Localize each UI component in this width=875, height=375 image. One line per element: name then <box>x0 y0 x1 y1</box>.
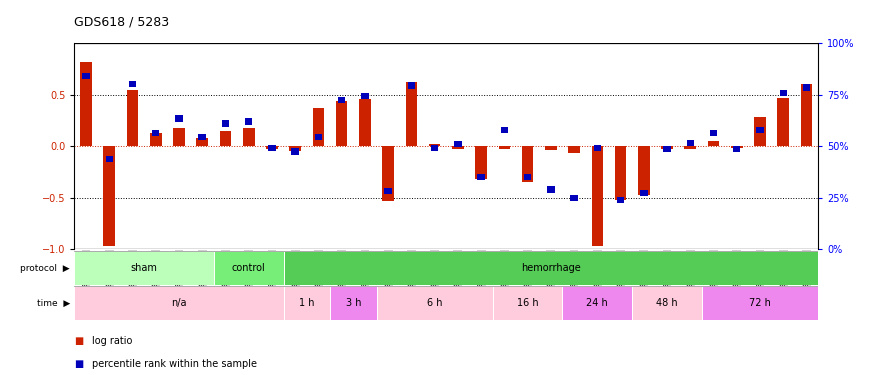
Bar <box>756 127 764 133</box>
Bar <box>452 146 464 149</box>
Bar <box>524 174 531 180</box>
Bar <box>266 146 277 149</box>
Text: GDS618 / 5283: GDS618 / 5283 <box>74 15 170 28</box>
Bar <box>80 62 92 146</box>
Bar <box>430 145 438 152</box>
Text: percentile rank within the sample: percentile rank within the sample <box>92 358 257 369</box>
Bar <box>74 286 284 320</box>
Bar <box>687 140 694 146</box>
Bar <box>74 251 213 285</box>
Bar <box>522 146 534 182</box>
Bar <box>406 82 417 146</box>
Bar <box>82 73 90 79</box>
Bar <box>152 130 159 136</box>
Text: control: control <box>232 263 266 273</box>
Text: 24 h: 24 h <box>586 298 608 308</box>
Bar <box>454 141 462 147</box>
Bar <box>547 186 555 193</box>
Bar <box>663 146 671 152</box>
Bar <box>330 286 376 320</box>
Bar <box>429 144 440 146</box>
Text: 6 h: 6 h <box>427 298 443 308</box>
Bar <box>778 98 789 146</box>
Bar <box>220 131 231 146</box>
Bar <box>638 146 649 195</box>
Text: time  ▶: time ▶ <box>37 298 70 307</box>
Bar <box>617 197 624 203</box>
Text: 16 h: 16 h <box>517 298 538 308</box>
Text: 1 h: 1 h <box>299 298 314 308</box>
Bar <box>129 81 136 87</box>
Bar <box>801 84 812 146</box>
Bar <box>408 82 415 88</box>
Bar <box>199 134 206 140</box>
Bar <box>245 118 252 124</box>
Bar <box>290 146 301 152</box>
Bar <box>570 195 578 201</box>
Text: 72 h: 72 h <box>749 298 771 308</box>
Bar <box>221 120 229 127</box>
Bar <box>499 146 510 149</box>
Text: ■: ■ <box>74 358 84 369</box>
Bar <box>493 286 563 320</box>
Bar <box>615 146 626 200</box>
Bar <box>127 90 138 146</box>
Bar <box>708 141 719 146</box>
Bar <box>568 146 580 153</box>
Bar <box>731 146 743 148</box>
Bar <box>384 188 392 194</box>
Bar <box>662 146 673 149</box>
Bar <box>754 117 766 146</box>
Bar <box>214 251 284 285</box>
Bar <box>593 145 601 152</box>
Text: hemorrhage: hemorrhage <box>521 263 581 273</box>
Bar <box>312 108 325 146</box>
Bar <box>478 174 485 180</box>
Bar <box>336 101 347 146</box>
Bar <box>106 156 113 162</box>
Bar <box>338 97 346 103</box>
Bar <box>702 286 818 320</box>
Bar <box>640 190 648 196</box>
Bar <box>500 127 508 133</box>
Bar <box>545 146 556 150</box>
Text: 48 h: 48 h <box>656 298 678 308</box>
Bar <box>284 251 818 285</box>
Bar <box>361 93 368 99</box>
Bar <box>780 90 787 96</box>
Text: 3 h: 3 h <box>346 298 361 308</box>
Text: sham: sham <box>130 263 158 273</box>
Bar <box>284 286 330 320</box>
Bar <box>291 148 299 154</box>
Bar <box>382 146 394 201</box>
Bar <box>632 286 702 320</box>
Bar <box>802 84 810 91</box>
Bar <box>359 99 371 146</box>
Bar <box>475 146 487 179</box>
Bar <box>563 286 632 320</box>
Text: n/a: n/a <box>172 298 186 308</box>
Bar <box>103 146 115 246</box>
Bar <box>376 286 493 320</box>
Text: ■: ■ <box>74 336 84 346</box>
Bar <box>710 130 717 136</box>
Bar <box>173 128 185 146</box>
Text: protocol  ▶: protocol ▶ <box>20 264 70 273</box>
Bar <box>592 146 603 246</box>
Bar <box>315 134 322 140</box>
Bar <box>269 145 276 152</box>
Bar <box>150 133 162 146</box>
Bar <box>243 128 255 146</box>
Text: log ratio: log ratio <box>92 336 132 346</box>
Bar <box>684 146 696 149</box>
Bar <box>733 146 740 152</box>
Bar <box>175 116 183 122</box>
Bar <box>196 138 208 146</box>
